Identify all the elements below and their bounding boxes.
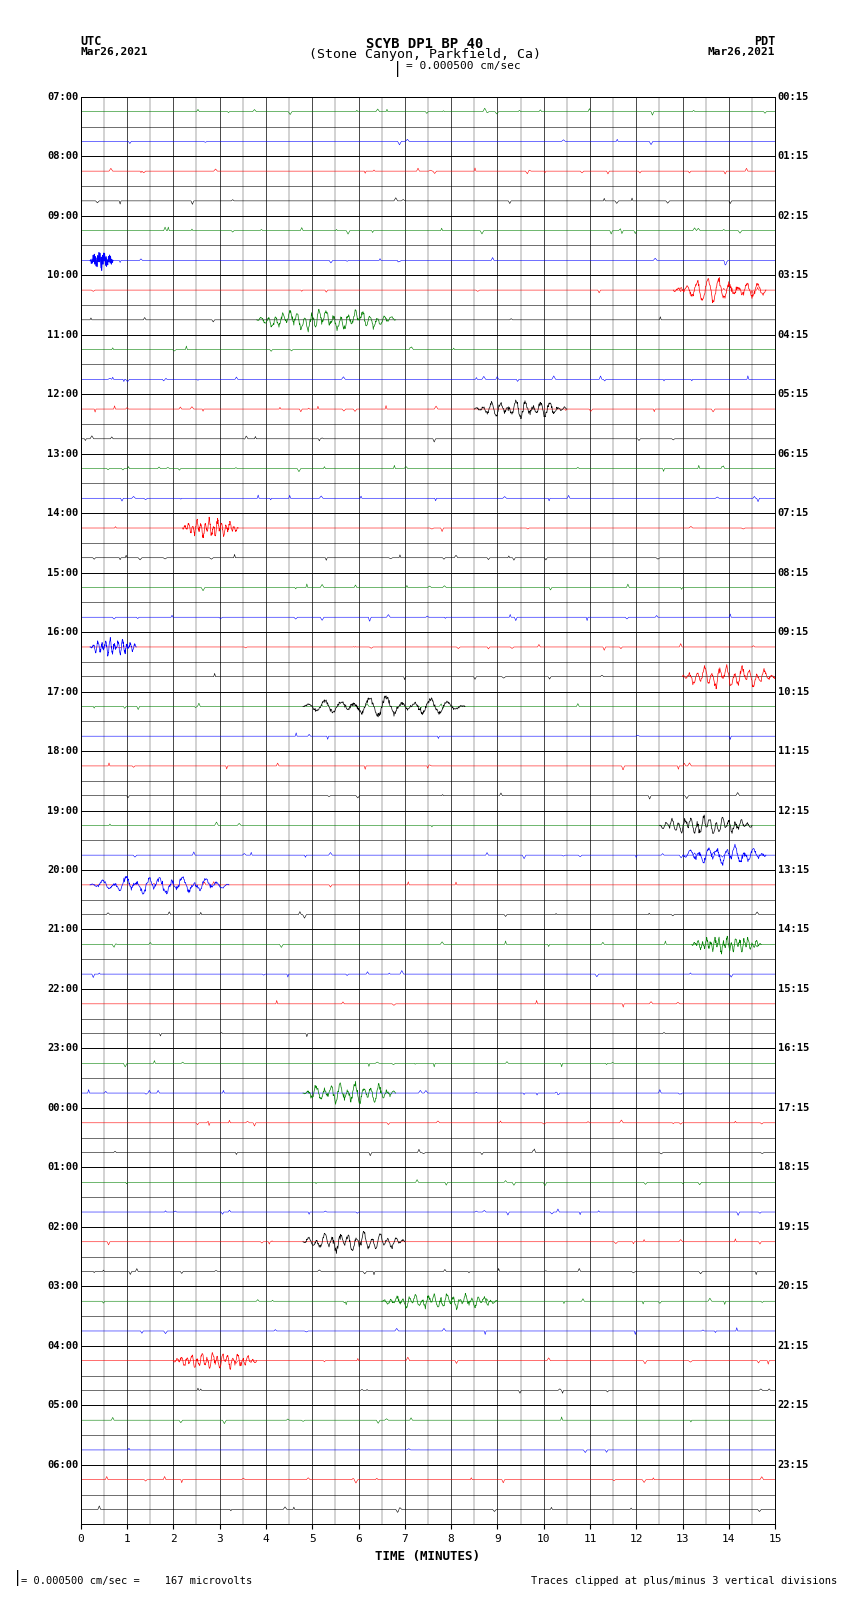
Text: 22:15: 22:15 [778,1400,809,1410]
Text: 01:15: 01:15 [778,152,809,161]
Text: 12:00: 12:00 [47,389,78,398]
Text: SCYB DP1 BP 40: SCYB DP1 BP 40 [366,37,484,52]
Text: 13:15: 13:15 [778,865,809,874]
Text: 07:00: 07:00 [47,92,78,102]
Text: Traces clipped at plus/minus 3 vertical divisions: Traces clipped at plus/minus 3 vertical … [531,1576,837,1586]
Text: 10:15: 10:15 [778,687,809,697]
Text: 08:00: 08:00 [47,152,78,161]
Text: |: | [13,1569,22,1586]
Text: 15:15: 15:15 [778,984,809,994]
Text: = 0.000500 cm/sec =    167 microvolts: = 0.000500 cm/sec = 167 microvolts [21,1576,252,1586]
Text: 19:00: 19:00 [47,805,78,816]
Text: Mar26,2021: Mar26,2021 [708,47,775,56]
Text: 05:00: 05:00 [47,1400,78,1410]
Text: 04:15: 04:15 [778,329,809,340]
Text: 01:00: 01:00 [47,1163,78,1173]
Text: 04:00: 04:00 [47,1340,78,1350]
Text: 21:00: 21:00 [47,924,78,934]
Text: 07:15: 07:15 [778,508,809,518]
Text: 17:00: 17:00 [47,687,78,697]
Text: 18:00: 18:00 [47,747,78,756]
Text: 16:15: 16:15 [778,1044,809,1053]
Text: 21:15: 21:15 [778,1340,809,1350]
Text: Mar26,2021: Mar26,2021 [81,47,148,56]
Text: 19:15: 19:15 [778,1223,809,1232]
Text: 23:15: 23:15 [778,1460,809,1469]
Text: 06:15: 06:15 [778,448,809,458]
Text: (Stone Canyon, Parkfield, Ca): (Stone Canyon, Parkfield, Ca) [309,48,541,61]
Text: 17:15: 17:15 [778,1103,809,1113]
Text: 23:00: 23:00 [47,1044,78,1053]
Text: 03:00: 03:00 [47,1281,78,1292]
Text: 20:00: 20:00 [47,865,78,874]
Text: 02:00: 02:00 [47,1223,78,1232]
Text: 18:15: 18:15 [778,1163,809,1173]
Text: 15:00: 15:00 [47,568,78,577]
Text: = 0.000500 cm/sec: = 0.000500 cm/sec [406,61,521,71]
Text: 13:00: 13:00 [47,448,78,458]
Text: 09:00: 09:00 [47,211,78,221]
Text: 08:15: 08:15 [778,568,809,577]
Text: 11:00: 11:00 [47,329,78,340]
Text: 02:15: 02:15 [778,211,809,221]
Text: 11:15: 11:15 [778,747,809,756]
Text: 09:15: 09:15 [778,627,809,637]
X-axis label: TIME (MINUTES): TIME (MINUTES) [376,1550,480,1563]
Text: 12:15: 12:15 [778,805,809,816]
Text: 14:00: 14:00 [47,508,78,518]
Text: 16:00: 16:00 [47,627,78,637]
Text: 00:00: 00:00 [47,1103,78,1113]
Text: 00:15: 00:15 [778,92,809,102]
Text: 05:15: 05:15 [778,389,809,398]
Text: 06:00: 06:00 [47,1460,78,1469]
Text: 22:00: 22:00 [47,984,78,994]
Text: 10:00: 10:00 [47,271,78,281]
Text: 03:15: 03:15 [778,271,809,281]
Text: |: | [394,61,402,77]
Text: UTC: UTC [81,35,102,48]
Text: 14:15: 14:15 [778,924,809,934]
Text: 20:15: 20:15 [778,1281,809,1292]
Text: PDT: PDT [754,35,775,48]
